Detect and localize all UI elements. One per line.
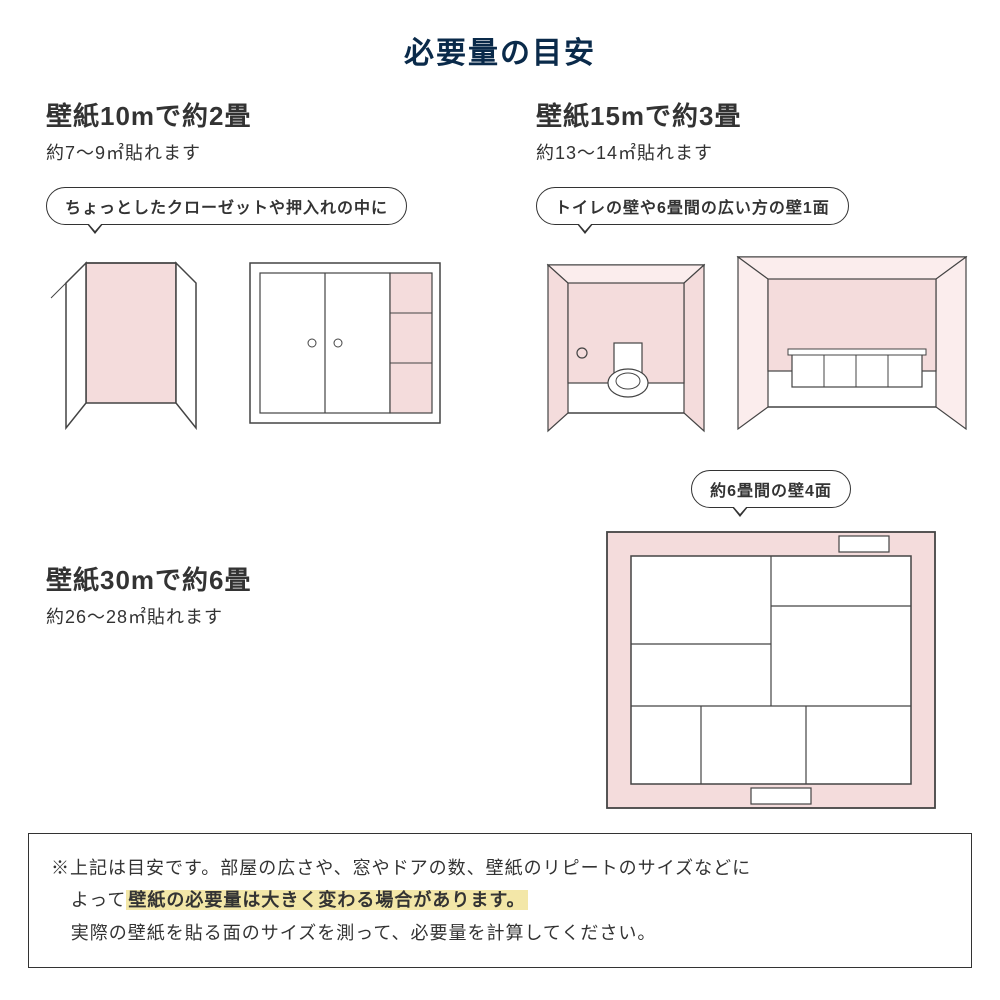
section-10m: 壁紙10mで約2畳 約7～9㎡貼れます ちょっとしたクローゼットや押入れの中に <box>46 96 486 433</box>
oshiire-icon <box>240 253 450 433</box>
note-line3: 実際の壁紙を貼る面のサイズを測って、必要量を計算してください。 <box>71 917 949 949</box>
bubble-10m: ちょっとしたクローゼットや押入れの中に <box>46 187 407 225</box>
illus-15m <box>536 243 976 433</box>
floorplan-icon <box>601 526 941 816</box>
note-line2a: よって <box>71 890 127 910</box>
note-box: ※上記は目安です。部屋の広さや、窓やドアの数、壁紙のリピートのサイズなどに よっ… <box>28 833 972 968</box>
toilet-room-icon <box>536 243 716 433</box>
heading-30m: 壁紙30mで約6畳 <box>46 560 486 597</box>
room-wall-icon <box>732 243 972 433</box>
illus-30m <box>586 526 956 816</box>
bubble-15m: トイレの壁や6畳間の広い方の壁1面 <box>536 187 849 225</box>
closet-icon <box>46 243 216 433</box>
heading-10m: 壁紙10mで約2畳 <box>46 96 486 133</box>
illus-10m <box>46 243 486 433</box>
page-title: 必要量の目安 <box>0 0 1000 72</box>
heading-15m: 壁紙15mで約3畳 <box>536 96 976 133</box>
note-line1: ※上記は目安です。部屋の広さや、窓やドアの数、壁紙のリピートのサイズなどに <box>51 852 949 884</box>
section-30m-visual: 約6畳間の壁4面 <box>586 470 956 816</box>
bubble-30m: 約6畳間の壁4面 <box>691 470 851 508</box>
section-15m: 壁紙15mで約3畳 約13～14㎡貼れます トイレの壁や6畳間の広い方の壁1面 <box>536 96 976 433</box>
note-line2: よって壁紙の必要量は大きく変わる場合があります。 <box>51 884 949 916</box>
section-30m-text: 壁紙30mで約6畳 約26～28㎡貼れます <box>46 560 486 629</box>
sub-15m: 約13～14㎡貼れます <box>536 139 976 165</box>
note-highlight: 壁紙の必要量は大きく変わる場合があります。 <box>126 890 527 910</box>
sub-10m: 約7～9㎡貼れます <box>46 139 486 165</box>
sub-30m: 約26～28㎡貼れます <box>46 603 486 629</box>
